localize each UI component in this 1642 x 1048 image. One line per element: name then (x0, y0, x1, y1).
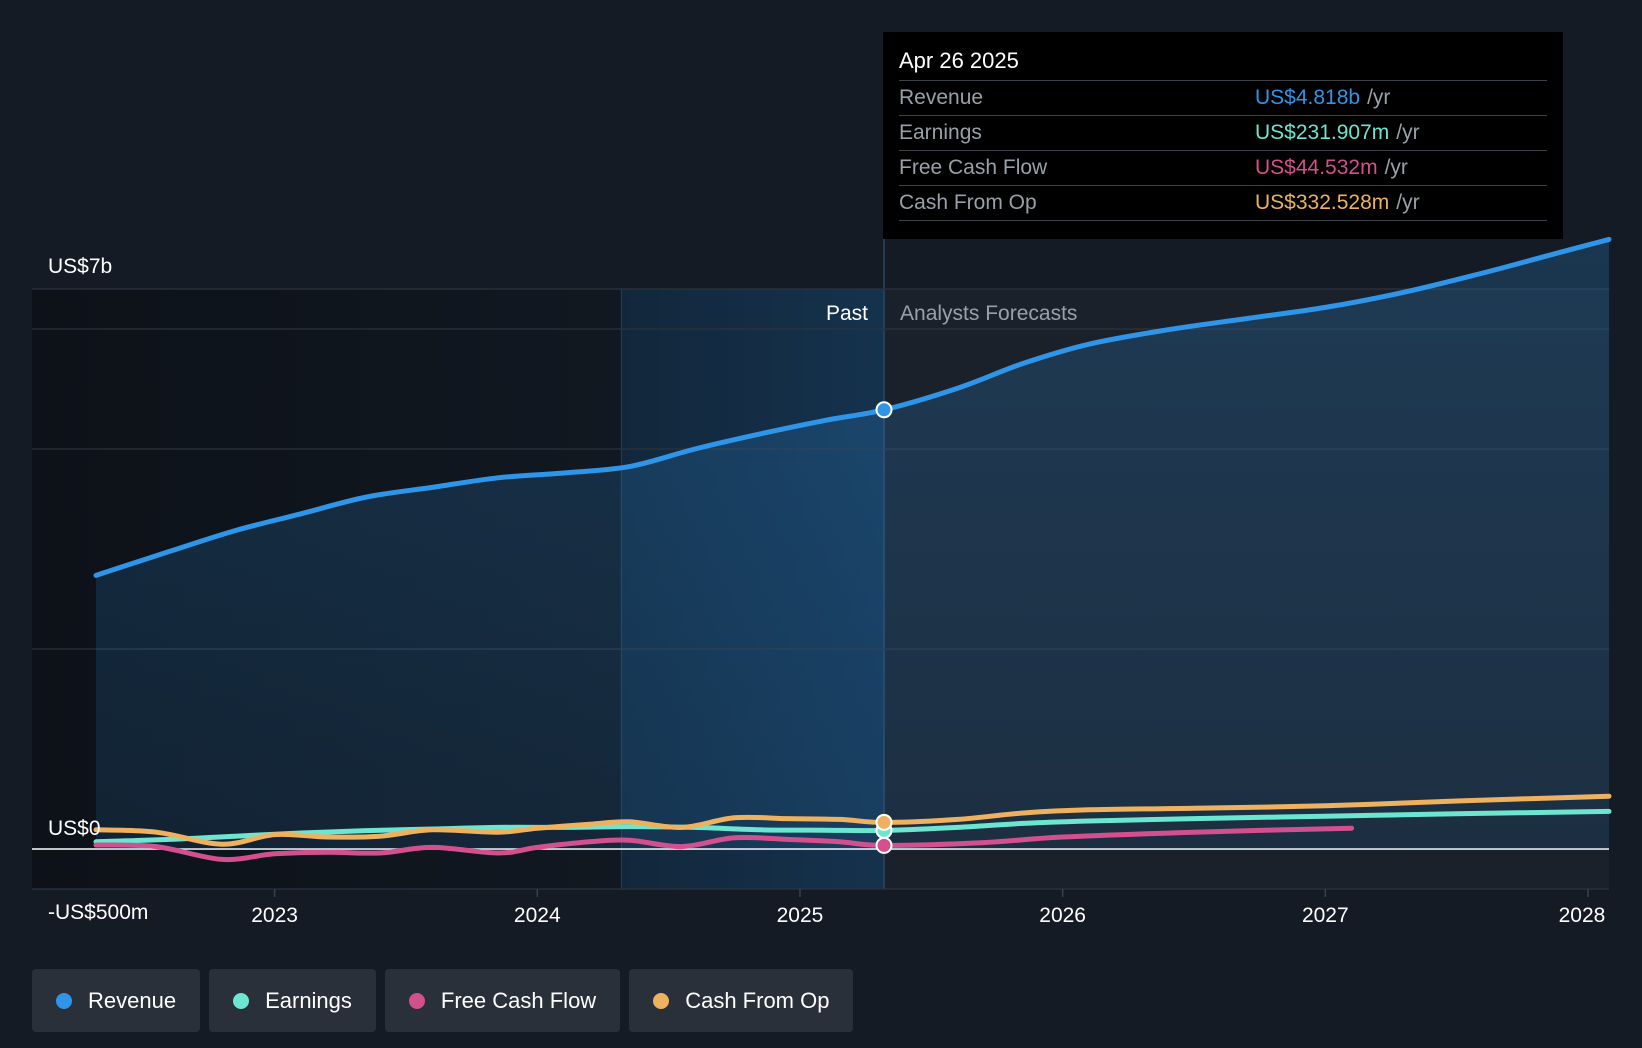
tooltip-row-free-cash-flow: Free Cash Flow US$44.532m /yr (899, 150, 1547, 185)
tooltip-label: Cash From Op (899, 191, 1037, 214)
tooltip-label: Earnings (899, 121, 982, 144)
legend-label: Cash From Op (685, 987, 830, 1013)
x-tick-label: 2025 (777, 904, 824, 927)
cash-from-op-line (93, 793, 1612, 847)
forecast-label: Analysts Forecasts (900, 302, 1077, 325)
y-tick-label: US$7b (48, 255, 112, 278)
legend-dot-icon (408, 992, 425, 1009)
legend-label: Earnings (265, 987, 352, 1013)
legend-dot-icon (56, 992, 72, 1009)
tooltip-label: Free Cash Flow (899, 156, 1048, 179)
legend-label: Revenue (88, 987, 177, 1013)
tooltip-unit: /yr (1367, 86, 1391, 109)
revenue-marker (875, 401, 893, 419)
revenue-line (93, 236, 1612, 578)
free-cash-flow-marker (875, 836, 893, 854)
tooltip-unit: /yr (1396, 191, 1420, 214)
tooltip-unit: /yr (1384, 156, 1408, 179)
x-tick-label: 2027 (1302, 904, 1349, 927)
x-tick-label: 2026 (1039, 904, 1086, 927)
revenue-area (96, 239, 1609, 849)
y-tick-label: US$0 (48, 817, 101, 840)
legend-item-revenue[interactable]: Revenue (32, 969, 201, 1032)
legend-item-free-cash-flow[interactable]: Free Cash Flow (384, 969, 621, 1032)
tooltip-value: US$4.818b (1255, 86, 1361, 109)
tooltip-row-earnings: Earnings US$231.907m /yr (899, 115, 1547, 150)
cash-from-op-marker (875, 813, 893, 831)
earnings-line (93, 808, 1612, 845)
tooltip-row-cash-from-op: Cash From Op US$332.528m /yr (899, 185, 1547, 221)
tooltip: Apr 26 2025 Revenue US$4.818b /yr Earnin… (883, 32, 1563, 239)
tooltip-row-revenue: Revenue US$4.818b /yr (899, 80, 1547, 115)
tooltip-value: US$231.907m (1255, 121, 1390, 144)
x-tick-label: 2023 (251, 904, 298, 927)
past-label: Past (826, 302, 868, 325)
legend-dot-icon (653, 992, 670, 1009)
legend-dot-icon (233, 992, 250, 1009)
tooltip-date: Apr 26 2025 (899, 48, 1019, 73)
free-cash-flow-line (93, 825, 1355, 863)
legend-item-cash-from-op[interactable]: Cash From Op (629, 969, 854, 1032)
tooltip-unit: /yr (1396, 121, 1420, 144)
y-tick-label: -US$500m (48, 901, 148, 924)
tooltip-value: US$332.528m (1255, 191, 1390, 214)
legend: Revenue Earnings Free Cash Flow Cash Fro… (32, 969, 854, 1032)
x-tick-label: 2028 (1559, 904, 1606, 927)
legend-label: Free Cash Flow (440, 987, 597, 1013)
x-tick-label: 2024 (514, 904, 561, 927)
tooltip-label: Revenue (899, 86, 984, 109)
tooltip-value: US$44.532m (1255, 156, 1378, 179)
legend-item-earnings[interactable]: Earnings (209, 969, 376, 1032)
